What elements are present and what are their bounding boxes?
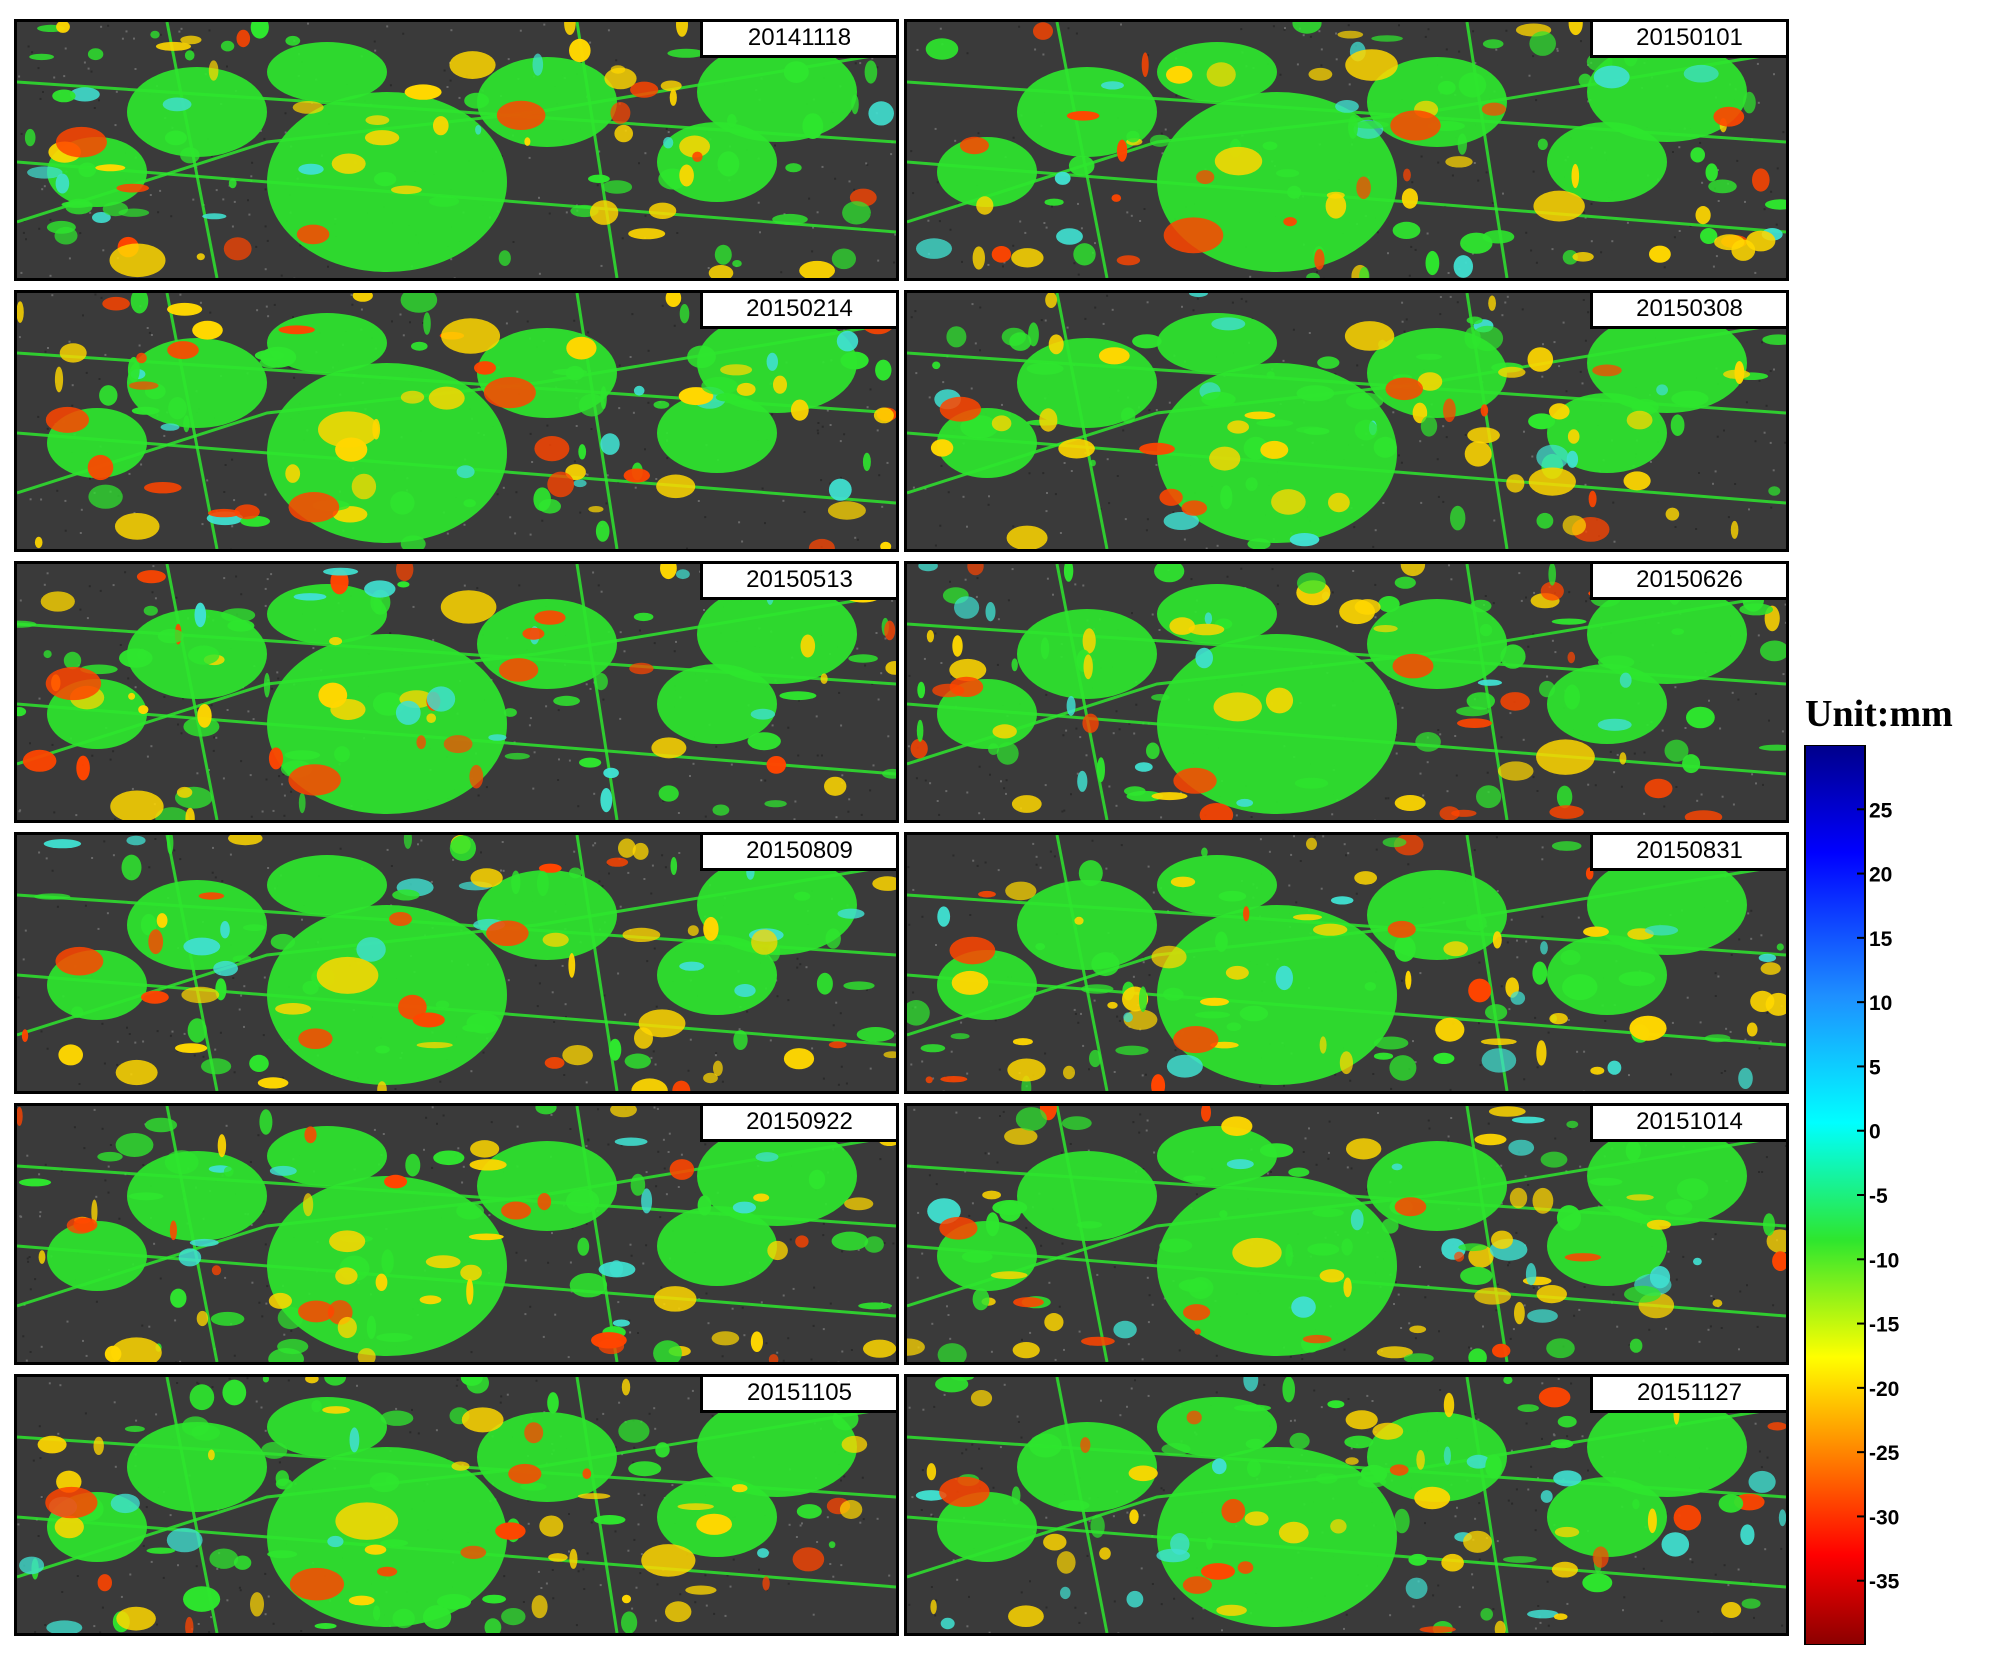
panel-date-label: 20151014 xyxy=(1590,1106,1786,1142)
deformation-map-panel: 20150922 xyxy=(14,1103,899,1365)
deformation-map-image xyxy=(17,22,896,278)
colorbar-tick-label: 10 xyxy=(1869,992,1892,1015)
colorbar-tick-label: -10 xyxy=(1869,1249,1899,1272)
deformation-map-image xyxy=(907,1106,1786,1362)
deformation-map-image xyxy=(907,22,1786,278)
deformation-map-image xyxy=(17,564,896,820)
panel-date-label: 20150922 xyxy=(700,1106,896,1142)
colorbar-title: Unit:mm xyxy=(1805,693,1953,735)
deformation-map-panel: 20141118 xyxy=(14,19,899,281)
colorbar-tick-label: 20 xyxy=(1869,864,1892,887)
panel-date-label: 20141118 xyxy=(700,22,896,58)
deformation-map-panel: 20150626 xyxy=(904,561,1789,823)
deformation-map-image xyxy=(907,293,1786,549)
deformation-map-image xyxy=(17,835,896,1091)
colorbar-gradient xyxy=(1804,745,1866,1645)
panel-date-label: 20151105 xyxy=(700,1377,896,1413)
deformation-map-image xyxy=(907,564,1786,820)
deformation-map-panel: 20150809 xyxy=(14,832,899,1094)
deformation-map-image xyxy=(17,293,896,549)
deformation-map-panel: 20150831 xyxy=(904,832,1789,1094)
deformation-map-image xyxy=(907,1377,1786,1633)
panel-date-label: 20150101 xyxy=(1590,22,1786,58)
deformation-map-panel: 20150308 xyxy=(904,290,1789,552)
panel-date-label: 20151127 xyxy=(1590,1377,1786,1413)
colorbar-tick-label: -25 xyxy=(1869,1442,1900,1465)
colorbar-tick-label: 25 xyxy=(1869,799,1893,822)
panel-date-label: 20150513 xyxy=(700,564,896,600)
panel-date-label: 20150626 xyxy=(1590,564,1786,600)
colorbar-tick-label: -15 xyxy=(1869,1314,1900,1337)
deformation-map-image xyxy=(907,835,1786,1091)
colorbar-tick-label: -30 xyxy=(1869,1506,1899,1529)
colorbar-tick-label: -20 xyxy=(1869,1378,1899,1401)
colorbar-tick-label: 0 xyxy=(1869,1121,1881,1144)
deformation-map-panel: 20151127 xyxy=(904,1374,1789,1636)
panel-date-label: 20150809 xyxy=(700,835,896,871)
deformation-map-image xyxy=(17,1106,896,1362)
colorbar-tick-label: 5 xyxy=(1869,1056,1881,1079)
colorbar: 25 20 15 10 5 0 -5 -10 -15 -20 -25 -30 -35 xyxy=(1804,745,1900,1645)
deformation-map-panel: 20151105 xyxy=(14,1374,899,1636)
panel-date-label: 20150308 xyxy=(1590,293,1786,329)
deformation-map-panel: 20150101 xyxy=(904,19,1789,281)
deformation-map-panel: 20151014 xyxy=(904,1103,1789,1365)
deformation-map-image xyxy=(17,1377,896,1633)
panel-date-label: 20150214 xyxy=(700,293,896,329)
colorbar-tick-label: 15 xyxy=(1869,928,1893,951)
colorbar-tick-label: -35 xyxy=(1869,1571,1900,1594)
deformation-map-panel: 20150513 xyxy=(14,561,899,823)
deformation-map-panel: 20150214 xyxy=(14,290,899,552)
colorbar-tick-label: -5 xyxy=(1869,1185,1888,1208)
panel-date-label: 20150831 xyxy=(1590,835,1786,871)
